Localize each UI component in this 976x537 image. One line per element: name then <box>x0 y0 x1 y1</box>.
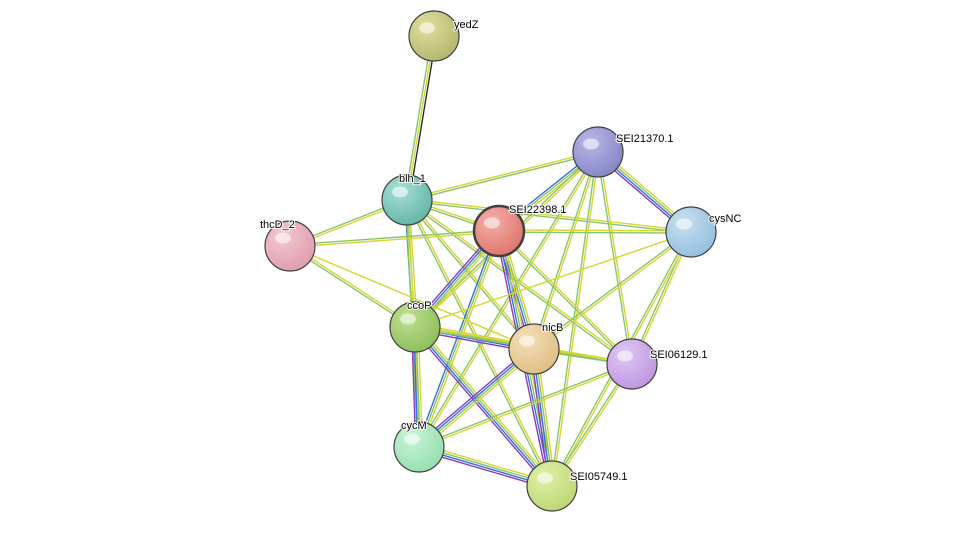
node-label: thcD_2 <box>260 219 295 231</box>
node-highlight <box>676 219 692 230</box>
node-label: ccoP <box>407 300 431 312</box>
node-highlight <box>537 473 553 484</box>
node-label: cysNC <box>709 213 741 225</box>
node-highlight <box>275 233 291 244</box>
node-SEI06129[interactable] <box>607 339 657 389</box>
edge <box>551 152 597 486</box>
edges-layer <box>289 36 693 490</box>
node-highlight <box>484 218 500 229</box>
node-label: SEI21370.1 <box>616 133 674 145</box>
node-circle[interactable] <box>607 339 657 389</box>
edge <box>415 232 691 327</box>
node-highlight <box>519 336 535 347</box>
node-circle[interactable] <box>409 11 459 61</box>
network-diagram: yedZ SEI21370.1 blh_1 SEI22398.1 cysNC thcD_2… <box>0 0 976 537</box>
node-highlight <box>419 23 435 34</box>
node-SEI05749[interactable] <box>527 461 577 511</box>
node-label: SEI06129.1 <box>650 349 708 361</box>
node-label: blh_1 <box>399 173 426 185</box>
node-highlight <box>617 351 633 362</box>
node-highlight <box>583 139 599 150</box>
node-highlight <box>392 187 408 198</box>
node-label: nicB <box>542 322 563 334</box>
edge <box>499 230 691 231</box>
node-label: SEI22398.1 <box>509 204 567 216</box>
edge <box>499 232 691 233</box>
node-highlight <box>400 314 416 325</box>
node-label: SEI05749.1 <box>570 471 628 483</box>
node-highlight <box>404 434 420 445</box>
node-label: cycM <box>401 420 427 432</box>
node-yedZ[interactable] <box>409 11 459 61</box>
node-label: yedZ <box>454 19 479 31</box>
node-circle[interactable] <box>527 461 577 511</box>
